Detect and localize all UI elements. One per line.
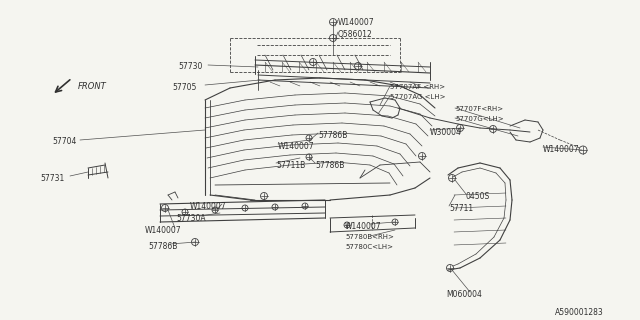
- Text: W140007: W140007: [278, 142, 315, 151]
- Text: Q586012: Q586012: [338, 30, 372, 39]
- Text: W140007: W140007: [338, 18, 374, 27]
- Text: W140007: W140007: [190, 202, 227, 211]
- Text: 57731: 57731: [40, 174, 64, 183]
- Text: 57704: 57704: [52, 137, 76, 146]
- Text: 57705: 57705: [172, 83, 196, 92]
- Text: 57730A: 57730A: [176, 214, 205, 223]
- Text: 57707F<RH>: 57707F<RH>: [455, 106, 503, 112]
- Text: W140007: W140007: [145, 226, 182, 235]
- Text: 57786B: 57786B: [315, 161, 344, 170]
- Text: 0450S: 0450S: [466, 192, 490, 201]
- Text: FRONT: FRONT: [78, 82, 107, 91]
- Text: W30004: W30004: [430, 128, 462, 137]
- Text: 57707G<LH>: 57707G<LH>: [455, 116, 504, 122]
- Text: 57786B: 57786B: [318, 131, 348, 140]
- Text: M060004: M060004: [446, 290, 482, 299]
- Text: 57730: 57730: [178, 62, 202, 71]
- Text: W140007: W140007: [345, 222, 381, 231]
- Text: 57780B<RH>: 57780B<RH>: [345, 234, 394, 240]
- Text: A590001283: A590001283: [555, 308, 604, 317]
- Text: 57707AG <LH>: 57707AG <LH>: [390, 94, 445, 100]
- Text: 57786B: 57786B: [148, 242, 177, 251]
- Text: 57711: 57711: [449, 204, 473, 213]
- Text: 57711B: 57711B: [276, 161, 305, 170]
- Text: 57780C<LH>: 57780C<LH>: [345, 244, 393, 250]
- Text: W140007: W140007: [543, 145, 580, 154]
- Text: 57707AF <RH>: 57707AF <RH>: [390, 84, 445, 90]
